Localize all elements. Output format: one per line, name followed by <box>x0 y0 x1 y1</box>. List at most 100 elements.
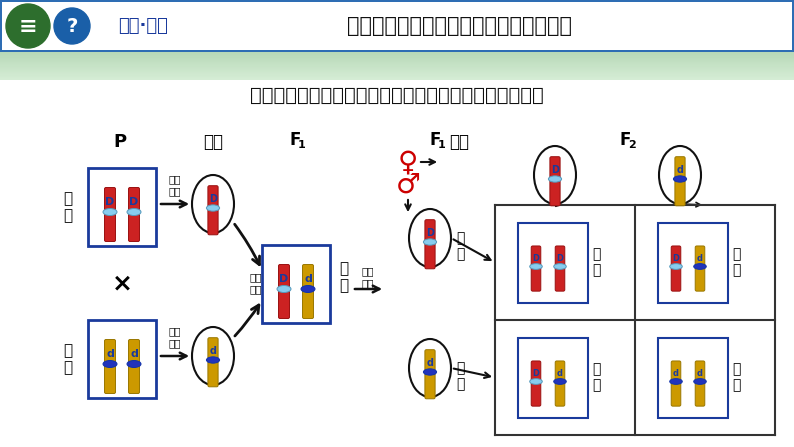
Bar <box>0 0 794 52</box>
FancyBboxPatch shape <box>671 246 680 267</box>
Bar <box>0 60 794 61</box>
Text: 减数
分裂: 减数 分裂 <box>169 326 181 348</box>
Text: 高
茎: 高 茎 <box>456 231 464 261</box>
Bar <box>0 70 794 72</box>
Bar <box>0 71 794 73</box>
Text: 减数
分裂: 减数 分裂 <box>362 266 374 288</box>
FancyBboxPatch shape <box>105 211 115 241</box>
Ellipse shape <box>206 205 220 211</box>
FancyBboxPatch shape <box>555 381 565 406</box>
Bar <box>0 59 794 60</box>
Ellipse shape <box>553 379 566 384</box>
Bar <box>0 76 794 78</box>
Text: 矮
茎: 矮 茎 <box>732 363 740 392</box>
Ellipse shape <box>553 264 566 270</box>
Text: D: D <box>533 254 539 263</box>
Ellipse shape <box>127 208 141 215</box>
Text: d: d <box>130 349 138 359</box>
Ellipse shape <box>206 357 220 363</box>
Text: 1: 1 <box>298 140 306 150</box>
Text: F: F <box>289 131 301 149</box>
Bar <box>518 337 588 417</box>
Ellipse shape <box>409 339 451 397</box>
Text: d: d <box>673 369 679 378</box>
Text: d: d <box>557 369 563 378</box>
FancyBboxPatch shape <box>696 246 705 267</box>
FancyBboxPatch shape <box>129 187 140 212</box>
Bar <box>0 74 794 76</box>
Ellipse shape <box>530 264 542 270</box>
Bar <box>0 61 794 63</box>
Text: d: d <box>697 369 703 378</box>
FancyBboxPatch shape <box>208 359 218 387</box>
FancyBboxPatch shape <box>208 337 218 360</box>
FancyBboxPatch shape <box>555 246 565 267</box>
Bar <box>0 56 794 58</box>
Text: 高
茎: 高 茎 <box>592 363 600 392</box>
Text: 2: 2 <box>628 140 636 150</box>
FancyBboxPatch shape <box>129 363 140 393</box>
Text: ×: × <box>111 271 133 295</box>
FancyBboxPatch shape <box>208 186 218 208</box>
Bar <box>0 67 794 69</box>
Text: D: D <box>106 197 114 207</box>
Bar <box>518 223 588 303</box>
FancyBboxPatch shape <box>671 266 680 291</box>
FancyBboxPatch shape <box>671 381 680 406</box>
Bar <box>88 320 156 398</box>
Ellipse shape <box>669 264 682 270</box>
Text: 高
茎: 高 茎 <box>592 247 600 278</box>
Bar <box>0 55 794 57</box>
Bar <box>0 63 794 65</box>
Ellipse shape <box>423 239 437 245</box>
Ellipse shape <box>192 175 234 233</box>
FancyBboxPatch shape <box>105 187 115 212</box>
Text: 配子: 配子 <box>449 133 469 151</box>
FancyBboxPatch shape <box>208 207 218 235</box>
Bar <box>88 168 156 246</box>
Text: D: D <box>279 274 289 284</box>
Ellipse shape <box>673 176 687 182</box>
Text: d: d <box>697 254 703 263</box>
Text: 减数
分裂: 减数 分裂 <box>169 174 181 196</box>
FancyBboxPatch shape <box>675 157 685 180</box>
Ellipse shape <box>301 286 315 292</box>
Text: 用萨顿的假说解释孟德尔的一对相对性状的豌豆杂交实验: 用萨顿的假说解释孟德尔的一对相对性状的豌豆杂交实验 <box>250 85 544 105</box>
FancyBboxPatch shape <box>531 266 541 291</box>
Text: D: D <box>533 369 539 378</box>
Text: ?: ? <box>67 17 78 37</box>
Text: P: P <box>114 133 126 151</box>
Bar <box>0 73 794 75</box>
Text: 分析减数分裂过程中基因和染色体的关系: 分析减数分裂过程中基因和染色体的关系 <box>348 16 572 36</box>
Text: 配子: 配子 <box>203 133 223 151</box>
Ellipse shape <box>530 379 542 384</box>
Bar <box>658 223 728 303</box>
FancyBboxPatch shape <box>671 361 680 382</box>
FancyBboxPatch shape <box>303 288 314 319</box>
FancyBboxPatch shape <box>129 340 140 364</box>
Bar <box>0 80 794 447</box>
Ellipse shape <box>127 360 141 367</box>
Ellipse shape <box>669 379 682 384</box>
Text: ≡: ≡ <box>19 17 37 37</box>
FancyBboxPatch shape <box>675 178 685 206</box>
Text: D: D <box>129 197 139 207</box>
FancyBboxPatch shape <box>129 211 140 241</box>
FancyBboxPatch shape <box>531 381 541 406</box>
FancyBboxPatch shape <box>425 241 435 269</box>
FancyBboxPatch shape <box>303 265 314 290</box>
Bar <box>0 72 794 74</box>
FancyBboxPatch shape <box>696 361 705 382</box>
Text: 1: 1 <box>438 140 446 150</box>
Bar <box>0 54 794 56</box>
FancyBboxPatch shape <box>105 340 115 364</box>
Ellipse shape <box>534 146 576 204</box>
FancyBboxPatch shape <box>531 361 541 382</box>
Text: ♂: ♂ <box>395 171 421 199</box>
Ellipse shape <box>192 327 234 385</box>
Text: 高
茎: 高 茎 <box>732 247 740 278</box>
Bar <box>0 76 794 77</box>
Circle shape <box>6 4 50 48</box>
Ellipse shape <box>694 264 707 270</box>
Text: D: D <box>209 194 217 204</box>
